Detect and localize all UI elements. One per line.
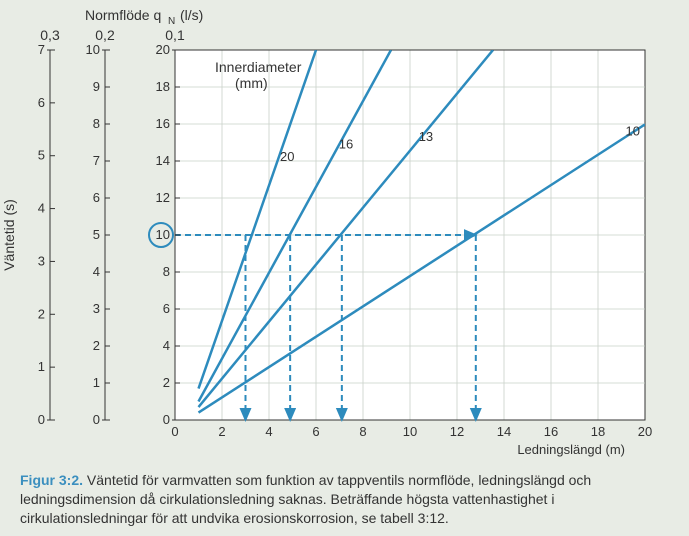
figure-caption: Figur 3:2. Väntetid för varmvatten som f…: [20, 471, 669, 528]
svg-text:4: 4: [265, 424, 272, 439]
svg-text:18: 18: [591, 424, 605, 439]
svg-text:8: 8: [359, 424, 366, 439]
svg-text:6: 6: [38, 95, 45, 110]
svg-text:4: 4: [38, 201, 45, 216]
svg-text:N: N: [168, 16, 175, 27]
svg-text:2: 2: [163, 375, 170, 390]
svg-text:0: 0: [93, 412, 100, 427]
svg-text:2: 2: [38, 306, 45, 321]
svg-text:Ledningslängd (m): Ledningslängd (m): [517, 442, 625, 457]
svg-text:2: 2: [218, 424, 225, 439]
svg-text:0: 0: [163, 412, 170, 427]
svg-text:Innerdiameter: Innerdiameter: [215, 59, 302, 75]
svg-text:(l/s): (l/s): [180, 7, 203, 23]
svg-text:16: 16: [544, 424, 558, 439]
svg-text:Normflöde q: Normflöde q: [85, 7, 161, 23]
svg-text:8: 8: [163, 264, 170, 279]
svg-text:6: 6: [312, 424, 319, 439]
svg-text:12: 12: [450, 424, 464, 439]
svg-text:16: 16: [339, 137, 353, 152]
svg-text:5: 5: [93, 227, 100, 242]
svg-text:4: 4: [93, 264, 100, 279]
svg-text:10: 10: [403, 424, 417, 439]
svg-text:14: 14: [497, 424, 511, 439]
svg-text:0: 0: [38, 412, 45, 427]
svg-text:6: 6: [163, 301, 170, 316]
svg-text:20: 20: [638, 424, 652, 439]
svg-text:8: 8: [93, 116, 100, 131]
svg-text:10: 10: [626, 124, 640, 139]
svg-text:0,1: 0,1: [165, 27, 185, 43]
svg-text:20: 20: [156, 42, 170, 57]
svg-text:20: 20: [280, 149, 294, 164]
figure-caption-text: Väntetid för varmvatten som funktion av …: [20, 472, 591, 526]
svg-text:10: 10: [86, 42, 100, 57]
svg-text:0,2: 0,2: [95, 27, 115, 43]
svg-text:10: 10: [156, 227, 170, 242]
svg-text:Väntetid (s): Väntetid (s): [1, 199, 17, 271]
svg-text:7: 7: [93, 153, 100, 168]
svg-text:16: 16: [156, 116, 170, 131]
svg-text:18: 18: [156, 79, 170, 94]
svg-text:1: 1: [93, 375, 100, 390]
svg-text:9: 9: [93, 79, 100, 94]
figure-number: Figur 3:2.: [20, 472, 83, 488]
svg-text:(mm): (mm): [235, 75, 268, 91]
svg-text:12: 12: [156, 190, 170, 205]
svg-text:1: 1: [38, 359, 45, 374]
svg-text:7: 7: [38, 42, 45, 57]
svg-text:0: 0: [171, 424, 178, 439]
svg-text:3: 3: [93, 301, 100, 316]
svg-text:0,3: 0,3: [40, 27, 60, 43]
wait-time-chart: 02468101214161820Ledningslängd (m)201613…: [0, 0, 689, 460]
svg-text:14: 14: [156, 153, 170, 168]
svg-text:2: 2: [93, 338, 100, 353]
svg-text:5: 5: [38, 148, 45, 163]
svg-text:3: 3: [38, 253, 45, 268]
svg-text:4: 4: [163, 338, 170, 353]
svg-text:13: 13: [419, 129, 433, 144]
svg-text:6: 6: [93, 190, 100, 205]
